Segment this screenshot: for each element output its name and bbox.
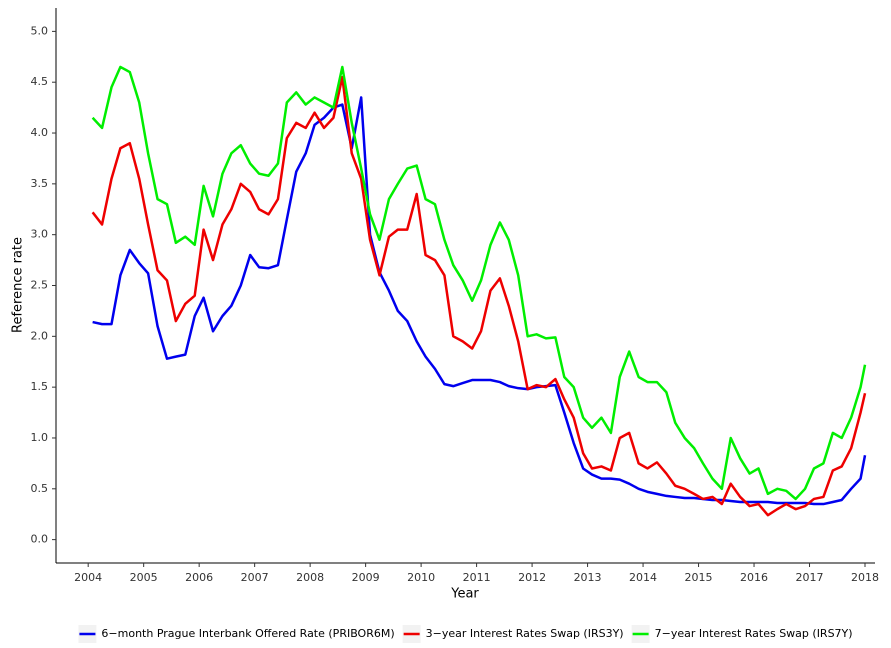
y-tick-label: 0.5 bbox=[31, 482, 49, 495]
legend-label: 7−year Interest Rates Swap (IRS7Y) bbox=[655, 627, 853, 640]
y-tick-label: 1.0 bbox=[31, 431, 49, 444]
x-tick-label: 2010 bbox=[407, 571, 435, 584]
y-tick-label: 3.0 bbox=[31, 228, 49, 241]
y-tick-label: 2.5 bbox=[31, 279, 49, 292]
y-tick-label: 2.0 bbox=[31, 329, 49, 342]
x-tick-label: 2004 bbox=[74, 571, 102, 584]
x-tick-label: 2017 bbox=[796, 571, 824, 584]
x-tick-label: 2011 bbox=[463, 571, 491, 584]
y-tick-label: 3.5 bbox=[31, 177, 49, 190]
y-tick-label: 0.0 bbox=[31, 533, 49, 546]
y-tick-label: 4.5 bbox=[31, 75, 49, 88]
x-tick-label: 2016 bbox=[740, 571, 768, 584]
x-tick-label: 2018 bbox=[851, 571, 879, 584]
line bbox=[92, 96, 867, 506]
x-tick-label: 2015 bbox=[685, 571, 713, 584]
y-tick-label: 1.5 bbox=[31, 380, 49, 393]
line bbox=[91, 75, 867, 517]
x-tick-label: 2009 bbox=[352, 571, 380, 584]
x-axis-title: Year bbox=[450, 587, 479, 602]
legend-label: 6−month Prague Interbank Offered Rate (P… bbox=[101, 627, 394, 640]
y-axis-title: Reference rate bbox=[11, 237, 26, 333]
x-tick-label: 2013 bbox=[574, 571, 602, 584]
y-tick-label: 4.0 bbox=[31, 126, 49, 139]
y-tick-label: 5.0 bbox=[31, 24, 49, 37]
x-tick-label: 2006 bbox=[185, 571, 213, 584]
line bbox=[91, 65, 867, 501]
legend-label: 3−year Interest Rates Swap (IRS3Y) bbox=[426, 627, 624, 640]
legend: 6−month Prague Interbank Offered Rate (P… bbox=[78, 625, 853, 643]
x-tick-label: 2005 bbox=[130, 571, 158, 584]
x-tick-label: 2012 bbox=[518, 571, 546, 584]
x-tick-label: 2014 bbox=[629, 571, 657, 584]
x-tick-label: 2008 bbox=[296, 571, 324, 584]
x-tick-label: 2007 bbox=[241, 571, 269, 584]
